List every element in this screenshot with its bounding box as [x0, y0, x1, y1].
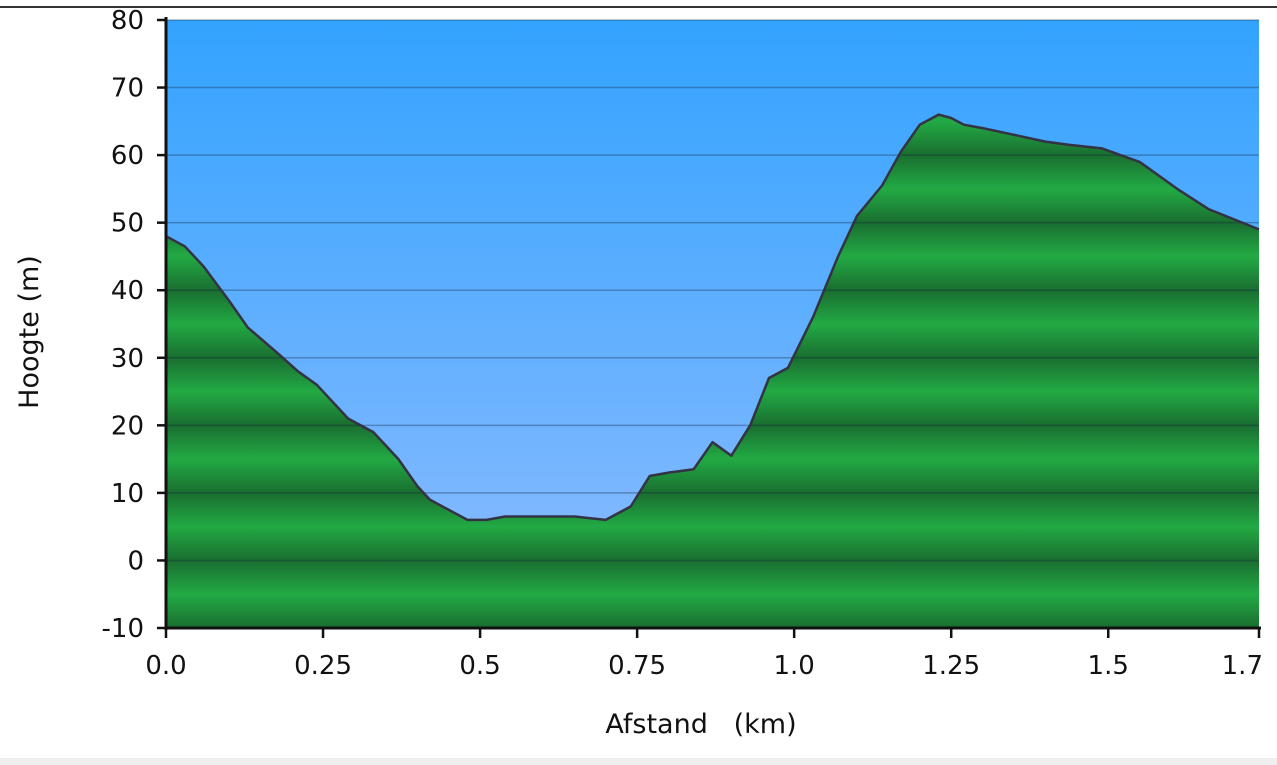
x-tick-label: 0.75 [608, 651, 666, 681]
elevation-line [165, 113, 1260, 522]
y-axis-label: Hoogte (m) [14, 255, 45, 409]
y-tick-label: 30 [111, 344, 144, 374]
x-tick-label: 1.0 [773, 651, 814, 681]
x-tick-label: 0.5 [459, 651, 500, 681]
x-axis-label: Afstand (km) [605, 709, 796, 740]
x-tick-label: 0.25 [294, 651, 352, 681]
x-tick-label: 1.7 [1222, 651, 1263, 681]
y-tick-label: 0 [127, 546, 144, 576]
y-tick-label: 50 [111, 209, 144, 239]
x-tick-label: 1.5 [1088, 651, 1129, 681]
elevation-area [166, 114, 1259, 628]
y-tick-label: 10 [111, 479, 144, 509]
bottom-band [0, 758, 1277, 765]
y-tick-label: 20 [111, 411, 144, 441]
y-tick-label: 80 [111, 6, 144, 36]
x-tick-label: 1.25 [922, 651, 980, 681]
top-rule [0, 6, 1277, 8]
y-tick-label: 40 [111, 276, 144, 306]
y-tick-label: 60 [111, 141, 144, 171]
y-tick-label: -10 [102, 614, 144, 644]
x-tick-label: 0.0 [145, 651, 186, 681]
y-tick-label: 70 [111, 74, 144, 104]
